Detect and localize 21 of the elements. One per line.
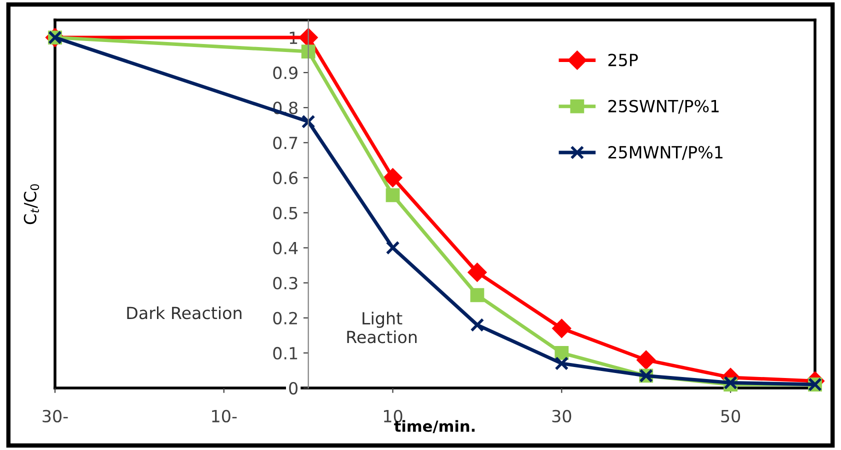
legend-label: 25MWNT/P%1: [608, 146, 722, 160]
legend-label: 25SWNT/P%1: [608, 100, 719, 114]
x-tick-label: 10-: [212, 410, 237, 422]
y-tick-label: 0.7: [273, 136, 298, 150]
y-tick-label: 0.3: [273, 276, 298, 290]
y-tick-label: 0.5: [273, 206, 298, 220]
legend-label: 25P: [608, 54, 638, 66]
y-tick-label: 0: [289, 382, 298, 395]
x-tick-label: 30-: [42, 410, 68, 422]
y-tick-label: 0.9: [273, 66, 298, 80]
x-tick-label: 10: [384, 410, 402, 422]
annotation: Dark Reaction: [127, 306, 242, 320]
x-axis-title: time/min.: [394, 420, 475, 434]
y-tick-label: 0.4: [273, 242, 298, 254]
annotation: Light Reaction: [347, 312, 417, 344]
y-tick-label: 0.6: [273, 172, 298, 184]
x-tick-label: 30: [552, 410, 572, 422]
x-tick-label: 50: [721, 410, 740, 422]
y-axis-title: C$_{t}$/C$_{0}$: [24, 184, 40, 224]
y-tick-label: 0.2: [273, 312, 297, 324]
y-tick-label: 0.1: [273, 346, 298, 360]
